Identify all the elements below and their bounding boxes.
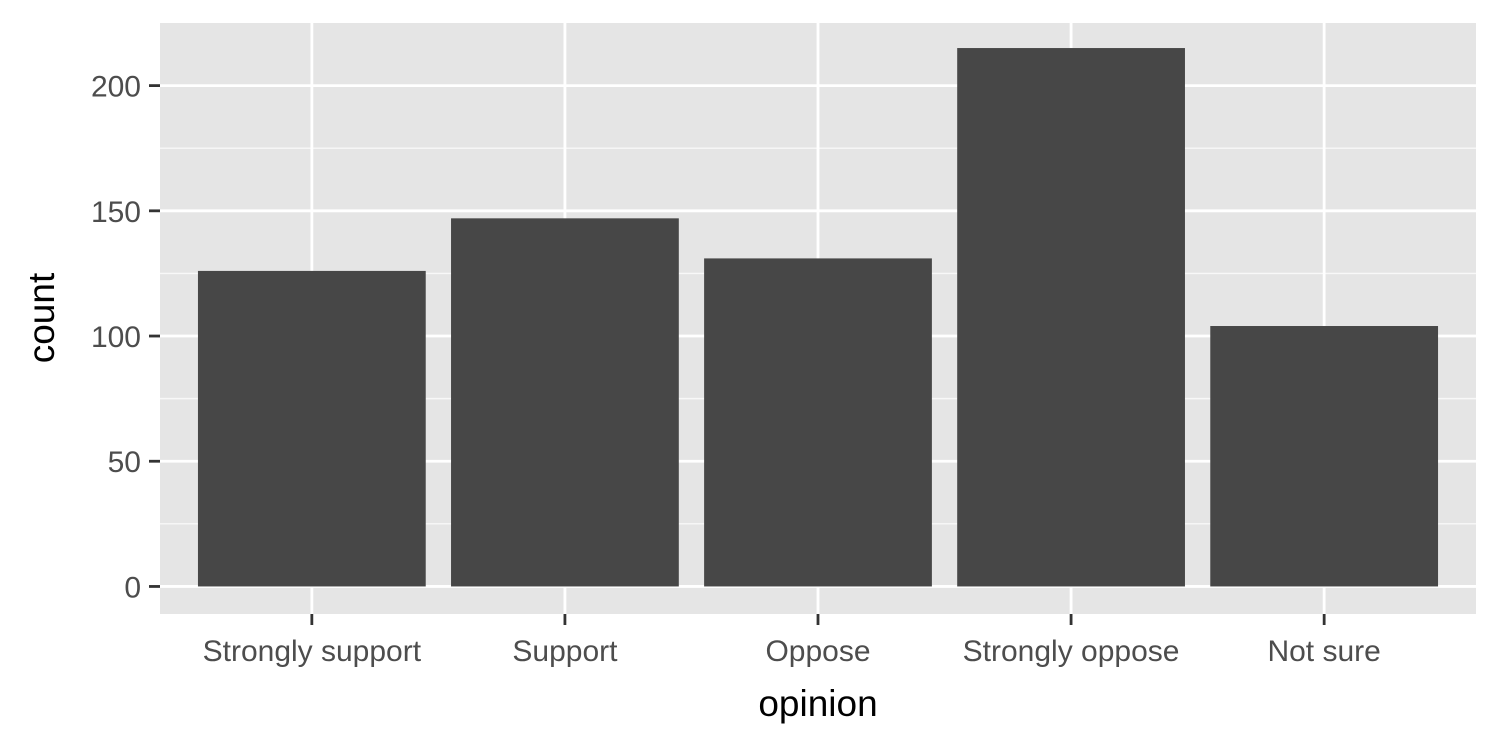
bar [197, 270, 426, 587]
bar [1210, 326, 1439, 587]
x-tick-label: Support [512, 635, 618, 668]
bar [704, 258, 932, 587]
y-tick-label: 150 [91, 196, 141, 229]
y-tick-label: 100 [91, 321, 141, 354]
bar [957, 48, 1185, 587]
x-axis: Strongly support Support Oppose Strongly op… [203, 614, 1381, 668]
y-tick-label: 0 [124, 571, 141, 604]
bar [451, 218, 679, 587]
bars [197, 48, 1439, 587]
y-tick-label: 50 [108, 446, 141, 479]
x-axis-title: opinion [758, 683, 877, 724]
x-tick-label: Strongly support [203, 635, 422, 668]
y-tick-label: 200 [91, 71, 141, 104]
y-axis-title: count [21, 272, 62, 363]
x-tick-label: Oppose [765, 635, 870, 668]
x-tick-label: Not sure [1267, 635, 1380, 668]
x-tick-label: Strongly oppose [963, 635, 1180, 668]
y-axis: 0 50 100 150 200 [91, 71, 160, 604]
